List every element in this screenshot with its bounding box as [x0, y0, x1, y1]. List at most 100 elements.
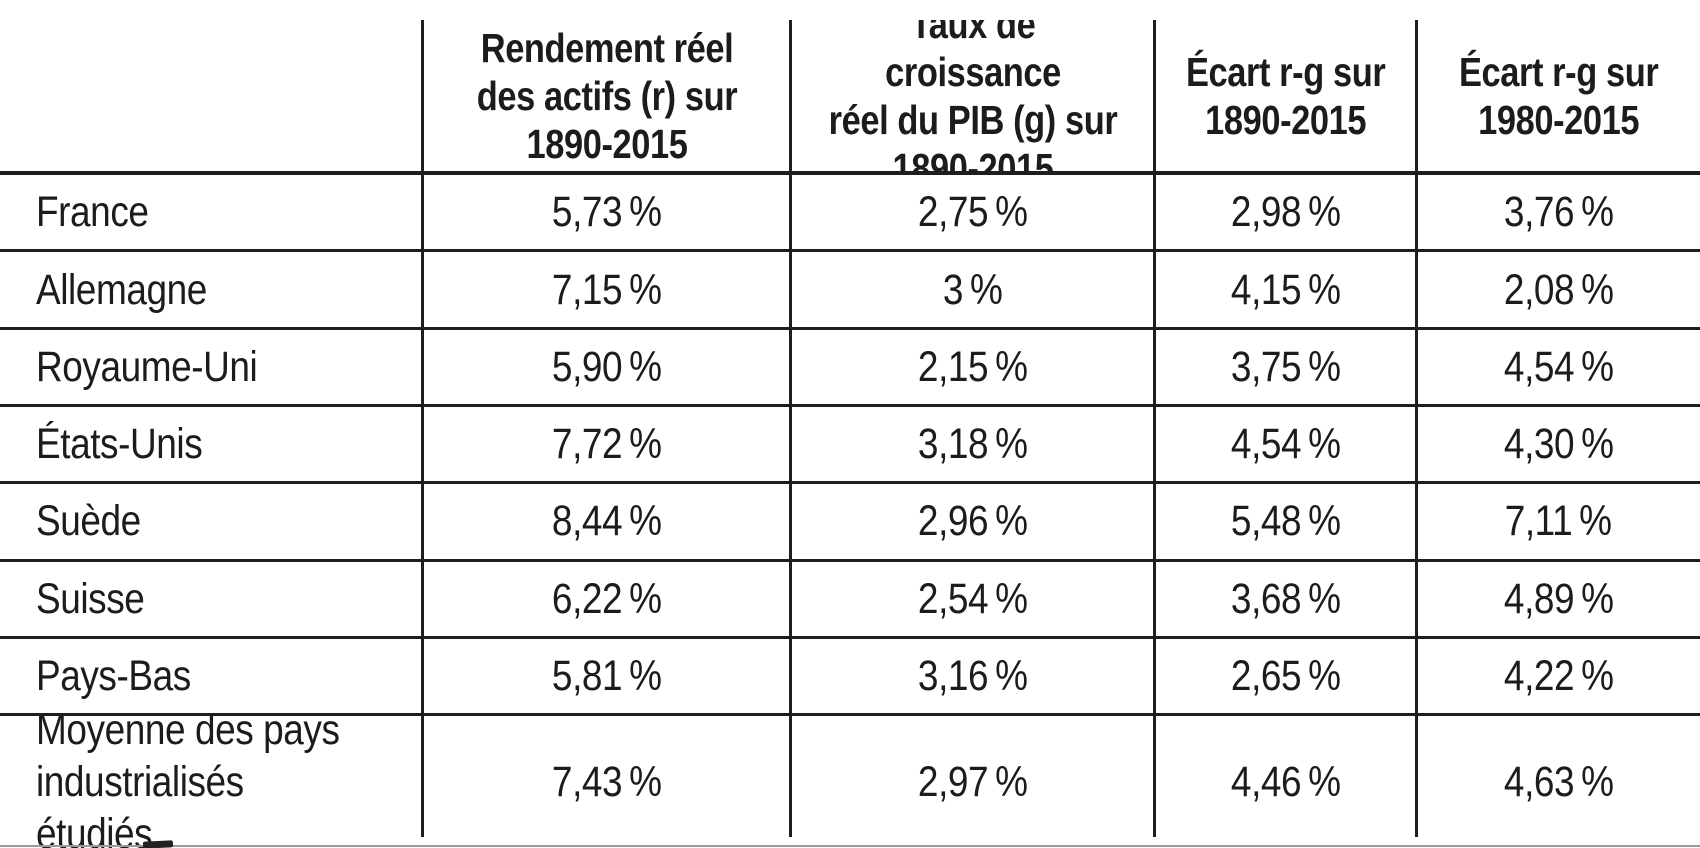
table-row: Pays-Bas 5,81 % 3,16 % 2,65 % 4,22 % — [0, 639, 1700, 712]
cell-value: 4,30 % — [1503, 419, 1614, 468]
row-label-cell: Suisse — [0, 562, 423, 635]
cell-value: 5,48 % — [1231, 497, 1341, 545]
cutoff-text-artifact — [142, 840, 174, 848]
table-row: Allemagne 7,15 % 3 % 4,15 % 2,08 % — [0, 253, 1700, 326]
table-row: Royaume-Uni 5,90 % 2,15 % 3,75 % 4,54 % — [0, 330, 1700, 403]
header-separator-rule — [0, 171, 1700, 175]
value-cell: 4,46 % — [1155, 716, 1417, 848]
cell-value: 2,96 % — [918, 497, 1028, 545]
column-rule — [1153, 20, 1156, 837]
row-label: Allemagne — [36, 265, 207, 314]
value-cell: 2,54 % — [791, 562, 1155, 635]
row-rule — [0, 404, 1700, 407]
corner-cell — [0, 20, 423, 171]
row-label: Suisse — [36, 574, 145, 623]
cell-value: 4,54 % — [1503, 342, 1614, 391]
cell-value: 5,90 % — [552, 342, 662, 391]
row-label: États-Unis — [36, 419, 203, 468]
row-rule — [0, 481, 1700, 484]
cell-value: 2,54 % — [918, 574, 1028, 623]
cell-value: 4,63 % — [1503, 758, 1614, 806]
value-cell: 6,22 % — [423, 562, 791, 635]
cell-value: 7,15 % — [552, 265, 662, 314]
column-rule — [1415, 20, 1418, 837]
value-cell: 7,43 % — [423, 716, 791, 848]
bottom-edge-line — [0, 845, 1700, 847]
cell-value: 2,98 % — [1231, 187, 1341, 236]
row-label-cell: Suède — [0, 484, 423, 558]
row-label-cell: Pays-Bas — [0, 639, 423, 712]
table-row: Suède 8,44 % 2,96 % 5,48 % 7,11 % — [0, 484, 1700, 558]
cell-value: 2,75 % — [918, 187, 1028, 236]
table-row: États-Unis 7,72 % 3,18 % 4,54 % 4,30 % — [0, 407, 1700, 480]
row-rule — [0, 559, 1700, 562]
column-header: Taux de croissance réel du PIB (g) sur 1… — [828, 20, 1118, 171]
value-cell: 4,63 % — [1417, 716, 1700, 848]
column-header-cell: Écart r-g sur 1890-2015 — [1155, 20, 1417, 171]
row-label: Moyenne des pays industrialisés étudiés — [36, 716, 340, 848]
cell-value: 3,18 % — [918, 419, 1028, 468]
cell-value: 4,54 % — [1231, 419, 1341, 468]
column-header-cell: Rendement réel des actifs (r) sur 1890-2… — [423, 20, 791, 171]
cell-value: 2,97 % — [918, 758, 1028, 806]
value-cell: 2,96 % — [791, 484, 1155, 558]
row-label-cell: États-Unis — [0, 407, 423, 480]
cell-value: 2,08 % — [1503, 265, 1614, 314]
value-cell: 3,18 % — [791, 407, 1155, 480]
cell-value: 4,22 % — [1503, 651, 1614, 700]
cell-value: 5,73 % — [552, 187, 662, 236]
column-rule — [789, 20, 792, 837]
value-cell: 2,97 % — [791, 716, 1155, 848]
table-header-row: Rendement réel des actifs (r) sur 1890-2… — [0, 20, 1700, 171]
table-row: France 5,73 % 2,75 % 2,98 % 3,76 % — [0, 175, 1700, 248]
cell-value: 7,43 % — [552, 758, 662, 806]
value-cell: 3,76 % — [1417, 175, 1700, 248]
value-cell: 4,89 % — [1417, 562, 1700, 635]
cell-value: 3 % — [943, 265, 1003, 314]
row-rule — [0, 249, 1700, 252]
value-cell: 4,54 % — [1417, 330, 1700, 403]
row-label-cell: France — [0, 175, 423, 248]
value-cell: 2,08 % — [1417, 253, 1700, 326]
cell-value: 7,72 % — [552, 419, 662, 468]
cell-value: 6,22 % — [552, 574, 662, 623]
row-label: Pays-Bas — [36, 651, 191, 700]
column-header-cell: Écart r-g sur 1980-2015 — [1417, 20, 1700, 171]
cell-value: 3,76 % — [1503, 187, 1614, 236]
value-cell: 4,30 % — [1417, 407, 1700, 480]
value-cell: 4,15 % — [1155, 253, 1417, 326]
column-header: Écart r-g sur 1890-2015 — [1186, 48, 1386, 143]
cell-value: 2,65 % — [1231, 651, 1341, 700]
value-cell: 7,15 % — [423, 253, 791, 326]
value-cell: 5,81 % — [423, 639, 791, 712]
row-rule — [0, 636, 1700, 639]
column-header-cell: Taux de croissance réel du PIB (g) sur 1… — [791, 20, 1155, 171]
value-cell: 2,15 % — [791, 330, 1155, 403]
row-rule — [0, 327, 1700, 330]
column-header: Rendement réel des actifs (r) sur 1890-2… — [476, 24, 738, 167]
column-header: Écart r-g sur 1980-2015 — [1458, 48, 1659, 143]
cell-value: 4,46 % — [1231, 758, 1341, 806]
cell-value: 8,44 % — [552, 497, 662, 545]
cell-value: 3,16 % — [918, 651, 1028, 700]
value-cell: 7,11 % — [1417, 484, 1700, 558]
row-label: Royaume-Uni — [36, 342, 258, 391]
value-cell: 2,75 % — [791, 175, 1155, 248]
value-cell: 4,54 % — [1155, 407, 1417, 480]
cell-value: 5,81 % — [552, 651, 662, 700]
value-cell: 3,68 % — [1155, 562, 1417, 635]
value-cell: 3 % — [791, 253, 1155, 326]
column-rule — [421, 20, 424, 837]
cell-value: 3,68 % — [1231, 574, 1341, 623]
value-cell: 3,75 % — [1155, 330, 1417, 403]
row-label: Suède — [36, 497, 141, 545]
cell-value: 4,15 % — [1231, 265, 1341, 314]
value-cell: 5,90 % — [423, 330, 791, 403]
cell-value: 7,11 % — [1505, 497, 1612, 545]
value-cell: 3,16 % — [791, 639, 1155, 712]
value-cell: 7,72 % — [423, 407, 791, 480]
value-cell: 2,98 % — [1155, 175, 1417, 248]
value-cell: 4,22 % — [1417, 639, 1700, 712]
cell-value: 3,75 % — [1231, 342, 1341, 391]
